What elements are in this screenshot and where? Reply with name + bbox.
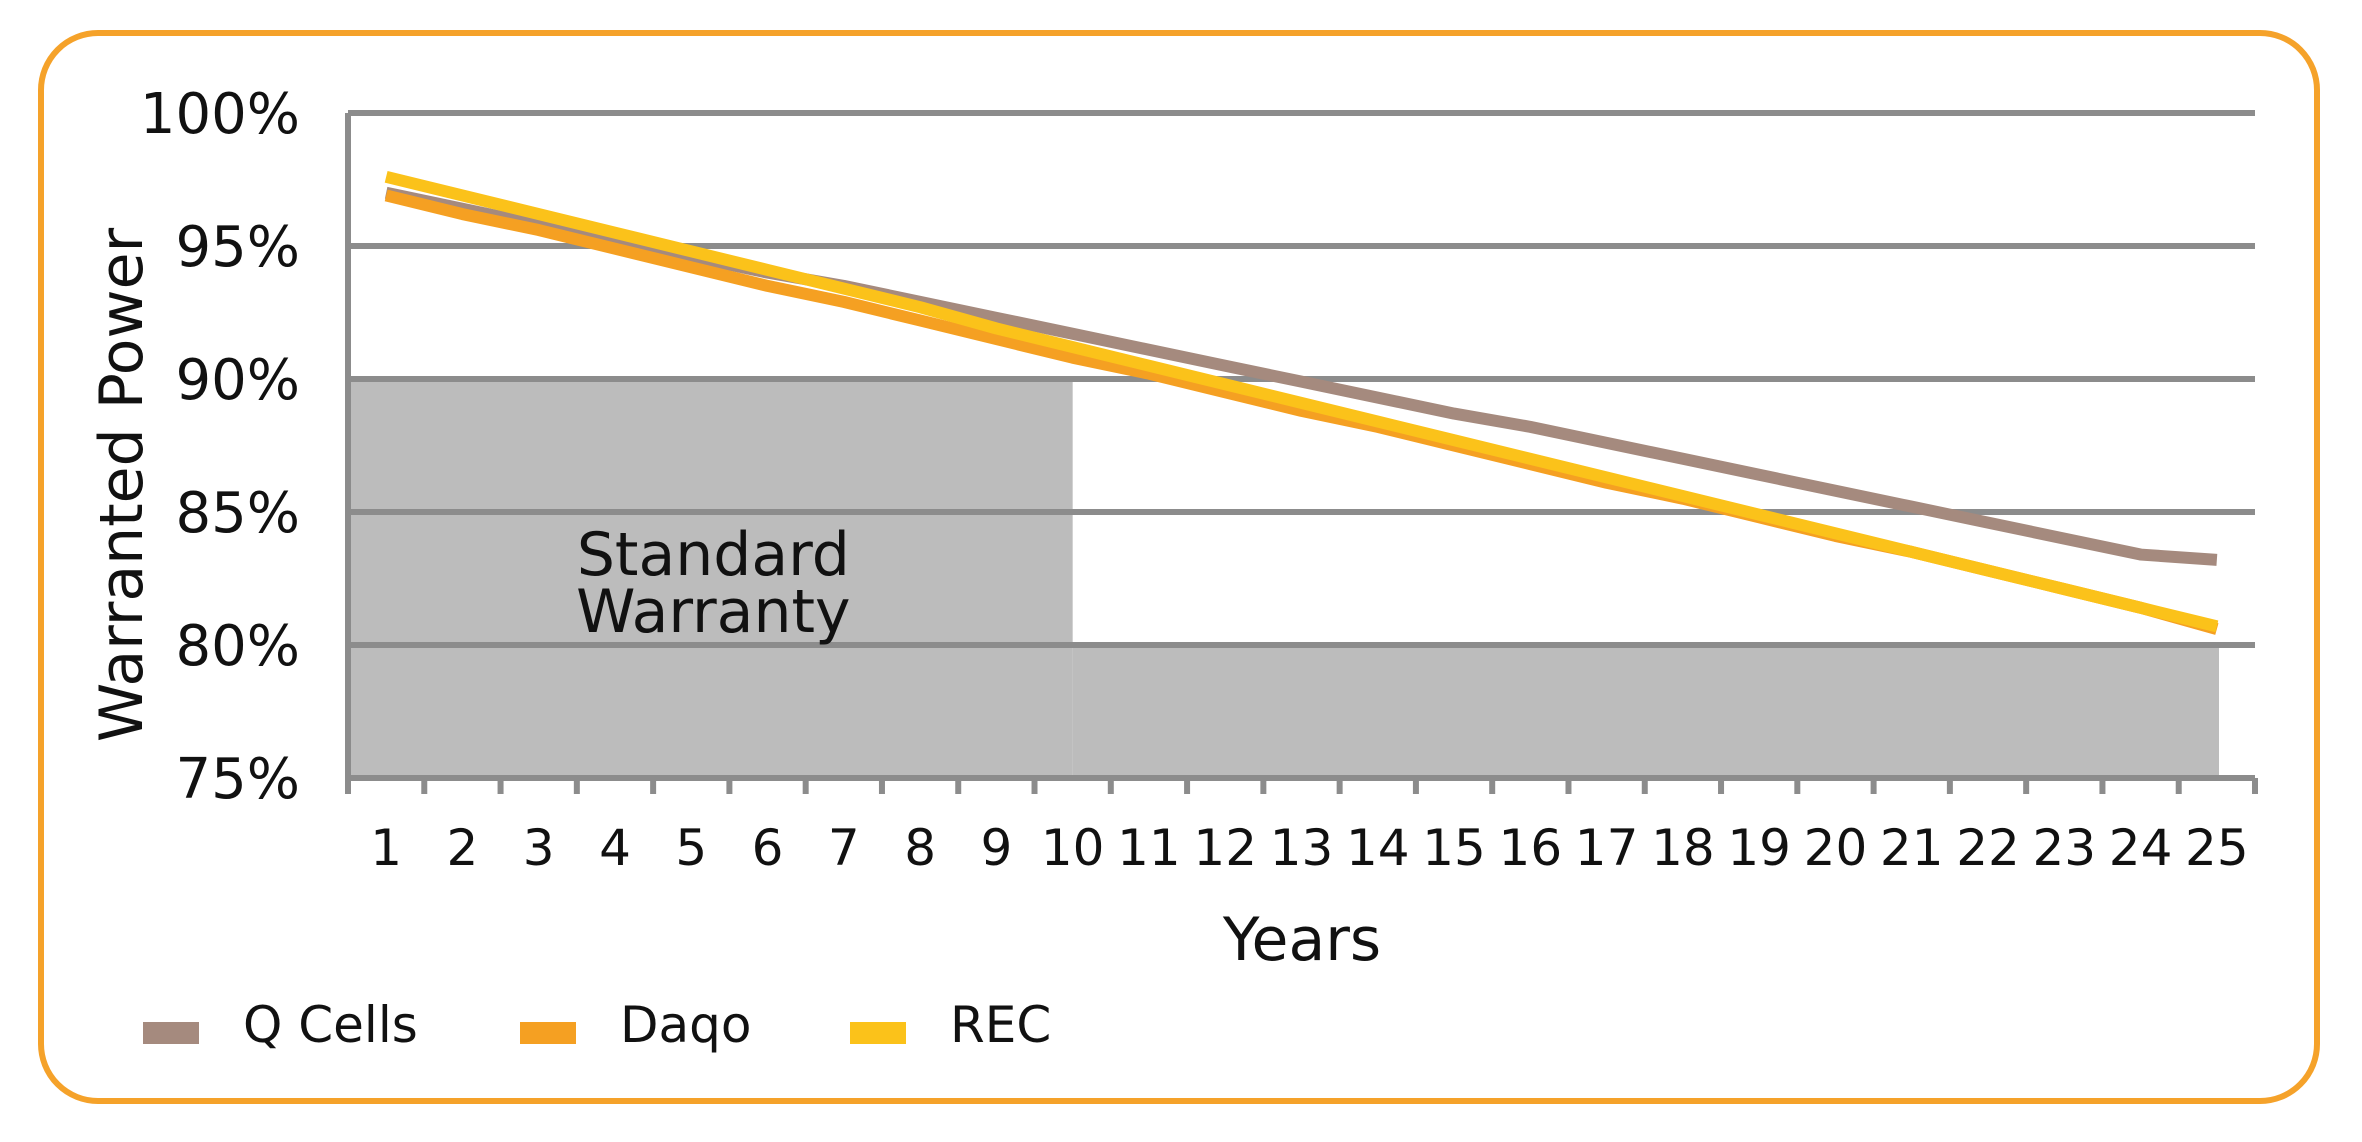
series-line-rec	[384, 171, 2219, 633]
x-tick-label: 6	[752, 819, 784, 877]
x-tick-label: 15	[1422, 819, 1486, 877]
x-tick-label: 18	[1651, 819, 1715, 877]
legend-label-q-cells: Q Cells	[243, 996, 418, 1054]
x-tick-label: 3	[523, 819, 555, 877]
x-tick-label: 5	[675, 819, 707, 877]
x-tick-label: 4	[599, 819, 631, 877]
legend-swatch-daqo	[520, 1022, 576, 1044]
y-tick-label: 100%	[140, 82, 300, 147]
x-tick-label: 25	[2185, 819, 2249, 877]
x-tick-label: 12	[1193, 819, 1257, 877]
x-tick-label: 24	[2109, 819, 2173, 877]
x-tick-label: 17	[1575, 819, 1639, 877]
legend-swatch-q-cells	[143, 1022, 199, 1044]
x-tick-label: 1	[370, 819, 402, 877]
standard-warranty-label-line-1: Standard	[577, 520, 850, 590]
x-tick-label: 11	[1117, 819, 1181, 877]
y-tick-label: 95%	[176, 215, 300, 280]
standard-warranty-label-line-2: Warranty	[576, 577, 850, 647]
y-tick-label: 90%	[176, 348, 300, 413]
x-tick-label: 7	[828, 819, 860, 877]
shaded-region-2	[1072, 645, 2219, 778]
x-axis-label: Years	[1222, 905, 1381, 975]
x-tick-label: 23	[2032, 819, 2096, 877]
x-tick-label: 10	[1041, 819, 1105, 877]
legend-swatch-rec	[850, 1022, 906, 1044]
legend-label-daqo: Daqo	[620, 996, 751, 1054]
y-axis-label: Warranted Power	[87, 228, 157, 743]
x-tick-label: 22	[1956, 819, 2020, 877]
x-tick-label: 13	[1270, 819, 1334, 877]
shaded-region-1	[348, 379, 1073, 778]
x-tick-label: 19	[1727, 819, 1791, 877]
x-tick-label: 20	[1804, 819, 1868, 877]
x-tick-label: 2	[447, 819, 479, 877]
x-tick-label: 14	[1346, 819, 1410, 877]
x-tick-label: 21	[1880, 819, 1944, 877]
y-tick-label: 75%	[176, 747, 300, 812]
x-tick-label: 16	[1499, 819, 1563, 877]
legend-label-rec: REC	[950, 996, 1051, 1054]
x-tick-label: 8	[904, 819, 936, 877]
y-tick-label: 85%	[176, 481, 300, 546]
y-tick-label: 80%	[176, 614, 300, 679]
x-tick-label: 9	[980, 819, 1012, 877]
